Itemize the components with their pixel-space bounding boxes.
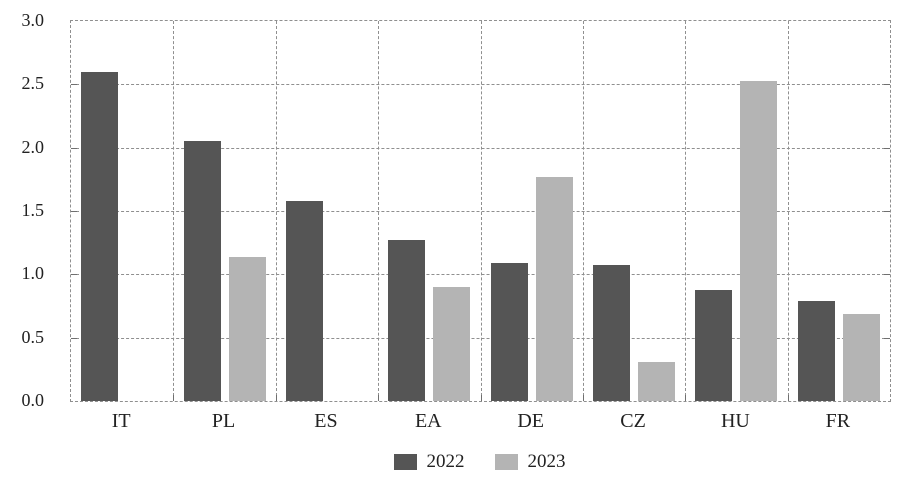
y-tick-label: 2.0 bbox=[21, 136, 45, 157]
bar-CZ-2022 bbox=[593, 265, 631, 401]
x-tick-mark bbox=[480, 395, 482, 401]
x-tick-label-FR: FR bbox=[825, 410, 851, 432]
legend-label: 2022 bbox=[426, 451, 465, 472]
vertical-gridline bbox=[480, 21, 482, 401]
bar-EA-2023 bbox=[433, 287, 471, 401]
bar-IT-2022 bbox=[81, 71, 119, 401]
x-tick-mark bbox=[275, 395, 277, 401]
legend-item-2023: 2023 bbox=[494, 451, 566, 473]
bar-DE-2022 bbox=[490, 262, 528, 401]
vertical-gridline bbox=[787, 21, 789, 401]
y-tick-label: 0.5 bbox=[21, 326, 45, 347]
y-tick-label: 1.5 bbox=[21, 200, 45, 220]
legend-item-2022: 2022 bbox=[393, 451, 465, 473]
x-tick-label-HU: HU bbox=[720, 410, 750, 432]
x-tick-label-DE: DE bbox=[517, 410, 545, 432]
y-tick-label: 3.0 bbox=[21, 10, 45, 30]
bar-HU-2023 bbox=[740, 80, 778, 401]
y-tick-mark bbox=[71, 211, 77, 212]
y-tick-mark bbox=[884, 337, 890, 339]
bar-CZ-2023 bbox=[638, 361, 676, 401]
bar-FR-2023 bbox=[842, 313, 880, 401]
y-tick-mark bbox=[884, 147, 890, 149]
vertical-gridline bbox=[275, 21, 277, 401]
legend-label: 2023 bbox=[527, 451, 566, 472]
y-tick-mark bbox=[884, 211, 890, 212]
bar-DE-2023 bbox=[535, 176, 573, 401]
y-tick-mark bbox=[884, 274, 890, 276]
plot-area bbox=[70, 20, 891, 402]
x-tick-label-ES: ES bbox=[314, 410, 338, 432]
vertical-gridline bbox=[582, 21, 584, 401]
legend-swatch-2022 bbox=[393, 454, 417, 470]
bar-ES-2022 bbox=[285, 200, 323, 401]
vertical-gridline bbox=[173, 21, 175, 401]
x-tick-label-IT: IT bbox=[111, 410, 131, 432]
x-tick-mark bbox=[685, 395, 687, 401]
bar-HU-2022 bbox=[695, 289, 733, 401]
y-tick-mark bbox=[71, 84, 77, 86]
vertical-gridline bbox=[378, 21, 380, 401]
bar-FR-2022 bbox=[797, 300, 835, 401]
legend: 2022 2023 bbox=[70, 449, 889, 475]
y-tick-mark bbox=[71, 337, 77, 339]
y-tick-mark bbox=[884, 84, 890, 86]
vertical-gridline bbox=[685, 21, 687, 401]
y-tick-label: 0.0 bbox=[21, 390, 45, 410]
x-tick-mark bbox=[173, 395, 175, 401]
legend-swatch-2023 bbox=[494, 454, 518, 470]
x-tick-label-CZ: CZ bbox=[620, 410, 646, 432]
y-tick-label: 2.5 bbox=[21, 73, 45, 94]
bar-EA-2022 bbox=[388, 240, 426, 401]
y-tick-mark bbox=[71, 274, 77, 276]
y-tick-mark bbox=[71, 147, 77, 149]
x-tick-label-EA: EA bbox=[414, 410, 442, 432]
x-tick-label-PL: PL bbox=[211, 410, 236, 432]
bar-PL-2022 bbox=[183, 141, 221, 401]
x-tick-mark bbox=[787, 395, 789, 401]
y-tick-label: 1.0 bbox=[21, 263, 45, 284]
x-tick-mark bbox=[378, 395, 380, 401]
x-tick-mark bbox=[582, 395, 584, 401]
bar-PL-2023 bbox=[228, 256, 266, 401]
